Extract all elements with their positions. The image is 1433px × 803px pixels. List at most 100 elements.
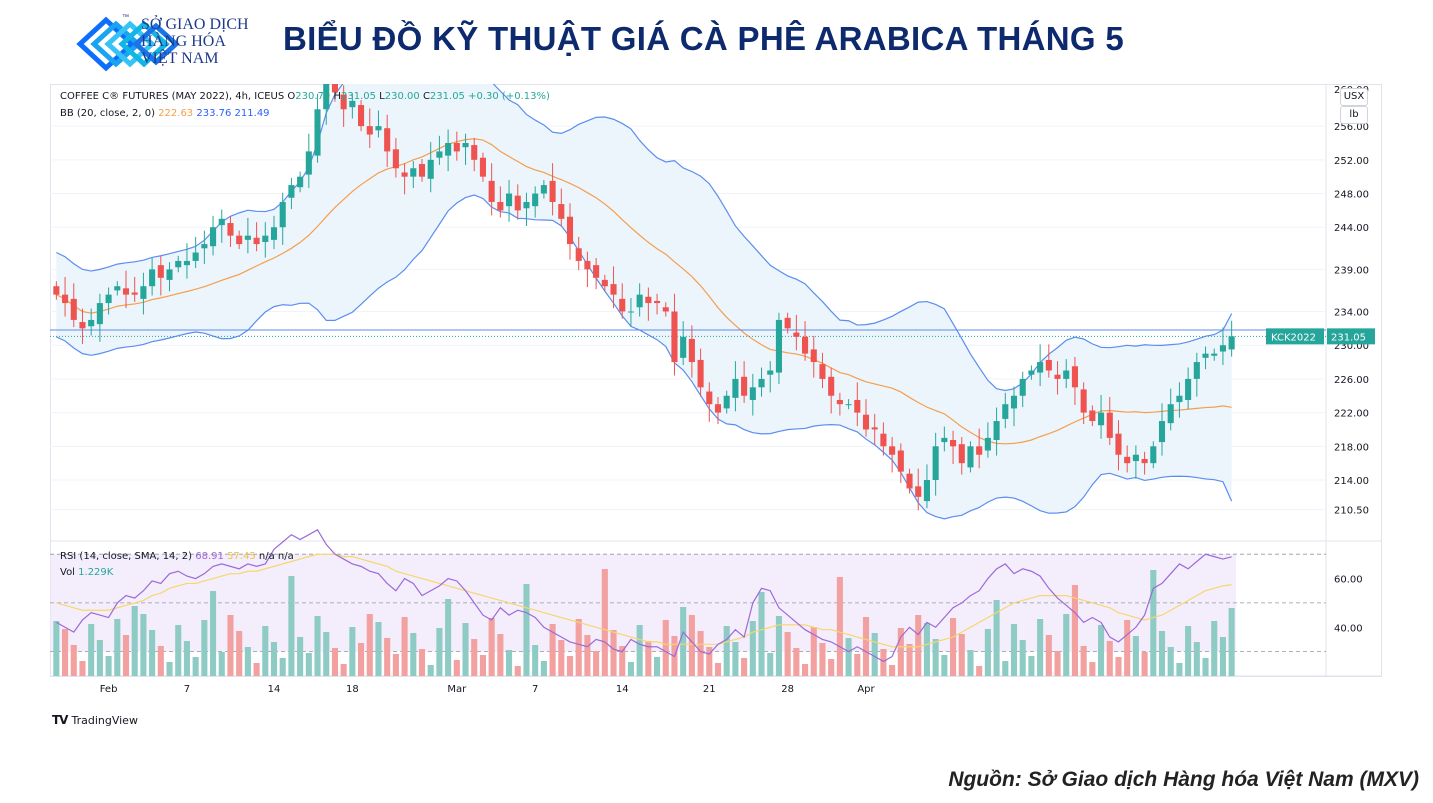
currency-unit-button[interactable]: USX	[1340, 88, 1368, 106]
volume-bar	[984, 629, 991, 676]
price-chart[interactable]: 256.00 252.00 248.00 244.00 239.00 234.00 230.…	[50, 84, 1382, 706]
volume-bar	[149, 630, 156, 676]
price-tick-label: 248.00	[1334, 190, 1369, 201]
volume-bar	[157, 646, 164, 676]
time-tick-label: 14	[616, 684, 629, 695]
volume-bar	[218, 652, 225, 676]
logo-line-3: VIỆT NAM	[141, 50, 219, 67]
volume-bar	[427, 665, 434, 676]
candle-body	[1054, 374, 1061, 379]
volume-bar	[1150, 570, 1157, 676]
candle-body	[880, 433, 887, 447]
candle-body	[244, 235, 251, 240]
volume-bar	[1132, 636, 1139, 676]
volume-bar	[114, 619, 121, 676]
symbol-legend: COFFEE C® FUTURES (MAY 2022), 4h, ICEUS …	[60, 91, 550, 102]
candle-body	[1228, 336, 1235, 350]
bb-label: BB (20, close, 2, 0)	[60, 108, 155, 119]
volume-bar	[105, 656, 112, 676]
candle-body	[645, 296, 652, 304]
tradingview-label: TradingView	[71, 713, 138, 727]
volume-bar	[1185, 626, 1192, 676]
volume-bar	[131, 606, 138, 676]
volume-bar	[1071, 585, 1078, 676]
volume-bar	[1089, 662, 1096, 676]
price-tick-label: 234.00	[1334, 308, 1369, 319]
volume-bar	[88, 624, 95, 676]
candle-body	[1037, 362, 1044, 373]
candle-body	[418, 164, 426, 177]
candle-body	[1080, 389, 1087, 413]
candle-body	[654, 300, 661, 304]
bb-upper-value: 233.76	[196, 108, 232, 119]
logo-trademark: ™	[122, 14, 129, 21]
volume-bar	[645, 641, 652, 676]
candle-body	[392, 149, 399, 169]
candle-body	[1063, 370, 1070, 379]
candle-body	[462, 142, 469, 148]
candle-body	[950, 439, 957, 447]
candle-body	[314, 109, 321, 156]
candle-body	[1219, 345, 1226, 352]
volume-bar	[1019, 640, 1026, 676]
candle-body	[384, 128, 391, 152]
volume-bar	[323, 632, 330, 676]
candle-body	[79, 322, 86, 329]
price-tick-label: 214.00	[1334, 476, 1369, 487]
volume-bar	[236, 631, 243, 676]
weight-unit-button[interactable]: lb	[1340, 106, 1368, 124]
candle-body	[1132, 454, 1139, 462]
candle-body	[915, 486, 922, 497]
volume-bar	[697, 631, 704, 676]
volume-bar	[62, 629, 69, 676]
volume-bar	[497, 634, 504, 676]
candle-body	[62, 294, 69, 304]
candle-body	[697, 359, 704, 388]
bb-basis-value: 222.63	[158, 108, 194, 119]
volume-bar	[1167, 647, 1174, 676]
time-tick-label: Apr	[857, 684, 875, 695]
volume-bar	[1010, 624, 1018, 676]
price-tag-symbol: KCK2022	[1271, 332, 1316, 343]
volume-bar	[636, 625, 643, 676]
close-label: C	[422, 91, 430, 102]
high-label: H	[333, 91, 341, 102]
candle-body	[149, 269, 156, 287]
candle-body	[802, 336, 809, 354]
low-label: L	[379, 91, 385, 102]
candle-body	[157, 265, 164, 278]
volume-bar	[270, 642, 278, 676]
volume-bar	[1124, 620, 1131, 676]
volume-bar	[166, 662, 173, 676]
chart-frame[interactable]: 256.00 252.00 248.00 244.00 239.00 234.00 230.…	[50, 84, 1382, 706]
volume-bar	[1045, 635, 1052, 676]
volume-bar	[331, 648, 338, 676]
volume-bar	[375, 622, 382, 676]
vol-label: Vol	[60, 567, 75, 578]
volume-bar	[122, 635, 130, 676]
volume-bar	[1228, 608, 1235, 676]
volume-bar	[462, 623, 469, 676]
candle-body	[775, 319, 782, 373]
candle-body	[70, 298, 77, 320]
volume-bar	[314, 616, 321, 676]
volume-bar	[253, 663, 260, 676]
candle-body	[479, 157, 486, 177]
candle-body	[1019, 378, 1026, 396]
volume-bar	[192, 657, 199, 676]
volume-bar	[793, 648, 800, 676]
candle-body	[349, 100, 356, 108]
candle-body	[1193, 362, 1200, 379]
volume-bar	[584, 635, 591, 676]
volume-bar	[836, 577, 843, 676]
volume-bar	[1158, 631, 1166, 676]
bb-legend: BB (20, close, 2, 0) 222.63 233.76 211.4…	[60, 108, 270, 119]
volume-bar	[706, 647, 713, 676]
volume-bar	[889, 665, 896, 676]
bollinger-basis-line	[56, 138, 1232, 445]
candle-body	[358, 105, 365, 127]
volume-bar	[784, 632, 791, 676]
volume-bar	[1106, 641, 1113, 676]
volume-bar	[601, 569, 608, 676]
tradingview-branding[interactable]: TV TradingView	[52, 713, 138, 727]
